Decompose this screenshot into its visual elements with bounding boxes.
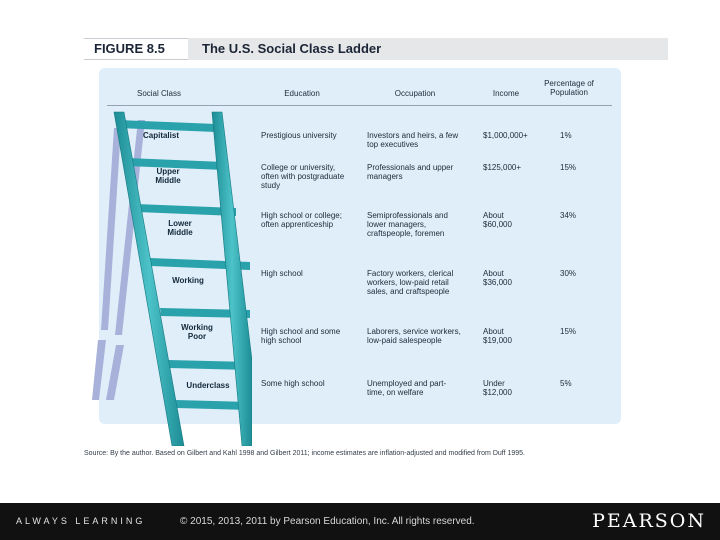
pearson-logo: PEARSON <box>592 510 706 532</box>
education-cell: College or university, often with postgr… <box>261 163 345 190</box>
percent-cell: 30% <box>560 269 577 278</box>
percent-cell: 34% <box>560 211 577 220</box>
footer-tagline: ALWAYS LEARNING <box>16 516 146 526</box>
occupation-cell: Unemployed and part-time, on welfare <box>367 379 447 397</box>
ladder-rails <box>113 111 252 446</box>
percent-cell: 15% <box>560 163 577 172</box>
footer-bar: ALWAYS LEARNING © 2015, 2013, 2011 by Pe… <box>0 503 720 540</box>
col-header-education: Education <box>284 89 320 98</box>
col-header-social-class: Social Class <box>136 89 181 98</box>
percent-cell: 5% <box>560 379 572 388</box>
col-header-income: Income <box>492 89 520 98</box>
percent-cell: 15% <box>560 327 577 336</box>
col-header-percentage: Percentage of Population <box>544 79 594 97</box>
figure-title: The U.S. Social Class Ladder <box>202 41 382 56</box>
figure-header: FIGURE 8.5 The U.S. Social Class Ladder <box>84 38 668 60</box>
class-label: Lower Middle <box>167 219 193 237</box>
occupation-cell: Professionals and upper managers <box>367 163 454 181</box>
income-cell: About $19,000 <box>483 327 512 345</box>
class-label: Upper Middle <box>155 167 181 185</box>
header-divider <box>107 105 612 106</box>
income-cell: About $36,000 <box>483 269 512 287</box>
ladder-illustration <box>92 111 252 446</box>
copyright-text: © 2015, 2013, 2011 by Pearson Education,… <box>180 516 475 527</box>
back-ladder <box>92 120 145 400</box>
class-label: Working Poor <box>181 323 213 341</box>
education-cell: High school or college; often apprentice… <box>261 211 342 229</box>
percent-cell: 1% <box>560 131 572 140</box>
col-header-occupation: Occupation <box>394 89 436 98</box>
education-cell: High school <box>261 269 303 278</box>
occupation-cell: Factory workers, clerical workers, low-p… <box>367 269 454 296</box>
class-label: Underclass <box>186 381 230 390</box>
class-label: Capitalist <box>142 131 179 140</box>
occupation-cell: Semiprofessionals and lower managers, cr… <box>367 211 448 238</box>
income-cell: About $60,000 <box>483 211 512 229</box>
education-cell: High school and some high school <box>261 327 341 345</box>
occupation-cell: Investors and heirs, a few top executive… <box>367 131 459 149</box>
income-cell: $1,000,000+ <box>483 131 528 140</box>
income-cell: $125,000+ <box>483 163 522 172</box>
occupation-cell: Laborers, service workers, low-paid sale… <box>367 327 461 345</box>
income-cell: Under $12,000 <box>483 379 512 397</box>
ladder-rungs <box>118 120 250 410</box>
education-cell: Some high school <box>261 379 325 388</box>
education-cell: Prestigious university <box>261 131 337 140</box>
source-note: Source: By the author. Based on Gilbert … <box>84 450 526 457</box>
class-label: Working <box>172 276 204 285</box>
figure-label: FIGURE 8.5 <box>84 38 188 60</box>
